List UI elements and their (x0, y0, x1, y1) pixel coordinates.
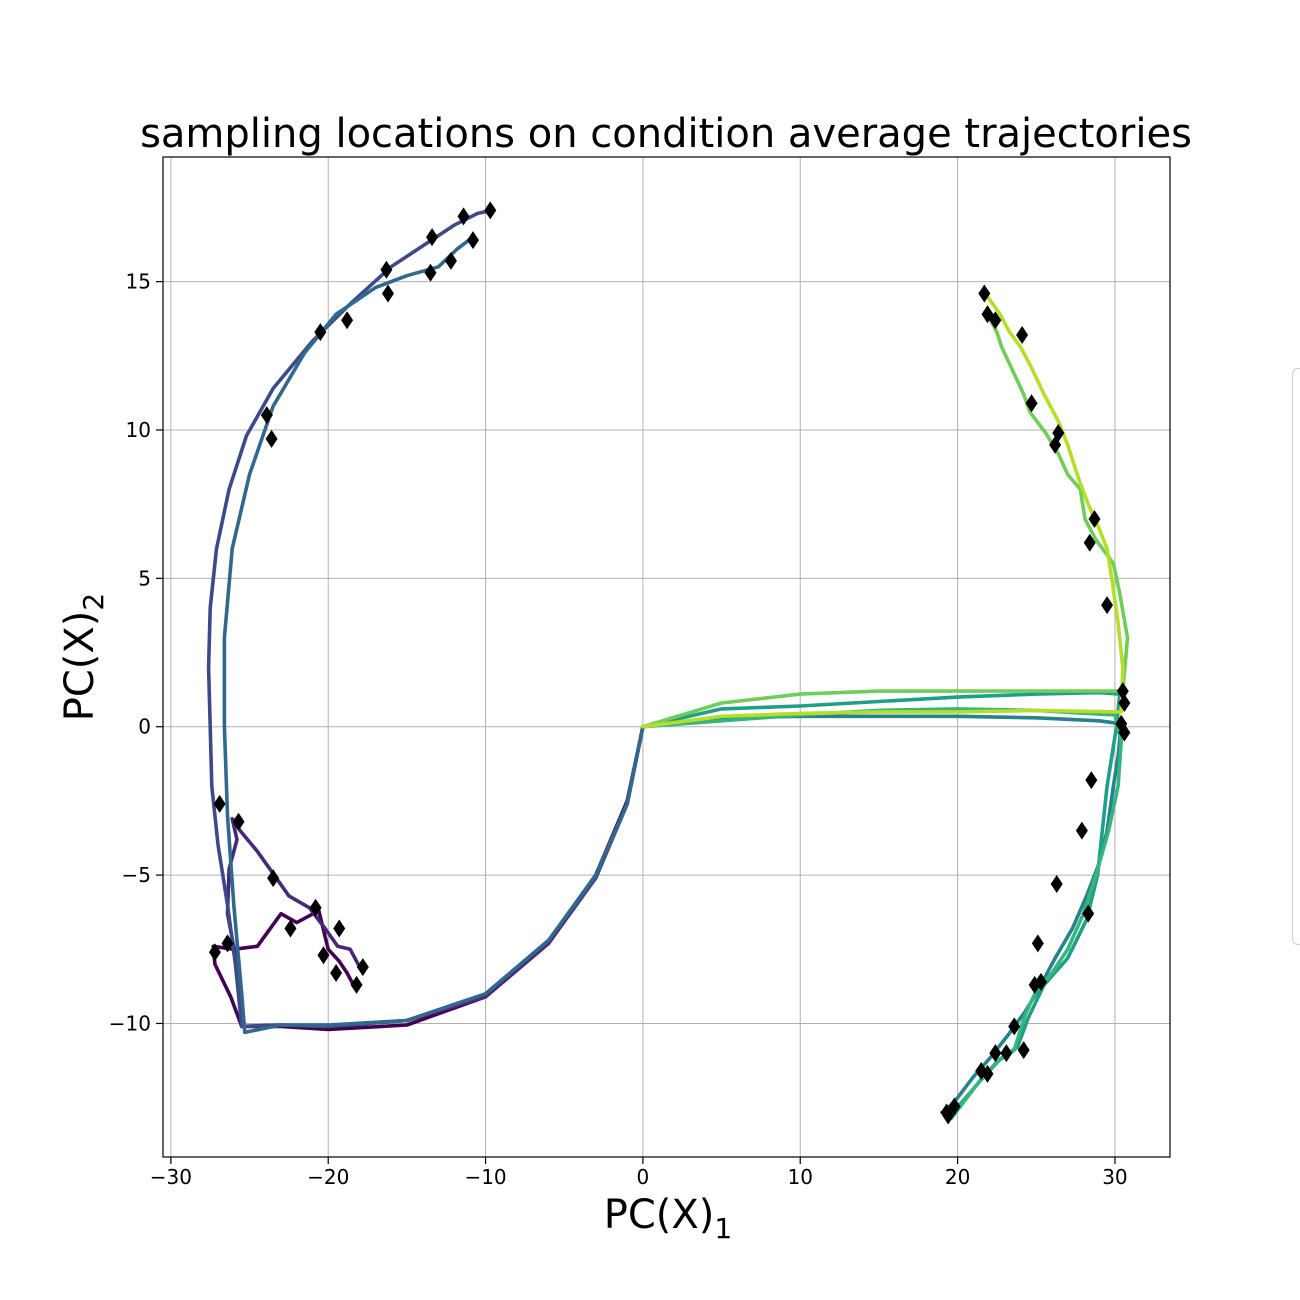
sample-marker-1-4 (317, 946, 330, 965)
sample-marker-7-2 (1082, 904, 1095, 923)
sample-marker-8-5 (1025, 394, 1038, 413)
sample-marker-9-5 (989, 311, 1002, 330)
y-tick-label: 15 (126, 270, 151, 294)
trajectory-line-7 (641, 707, 1123, 1121)
y-axis-label-main: PC(X) (57, 611, 103, 722)
sample-marker-9-2 (1088, 510, 1101, 529)
sample-marker-8-2 (1101, 596, 1114, 615)
sample-marker-1-3 (284, 919, 297, 938)
y-tick-label: −10 (109, 1011, 151, 1035)
sample-marker-4-3 (382, 284, 395, 303)
sample-marker-2-6 (356, 958, 369, 977)
sample-marker-2-5 (333, 919, 346, 938)
x-axis-label-main: PC(X) (604, 1192, 715, 1238)
sample-marker-2-3 (267, 869, 280, 888)
trajectory-line-4 (222, 235, 645, 1035)
x-tick-label: 10 (788, 1165, 813, 1189)
trajectory-line-8 (641, 306, 1130, 729)
x-axis-label: PC(X)1 (604, 1192, 733, 1245)
sampling-markers (208, 201, 1131, 1125)
sample-marker-5-3 (1031, 934, 1044, 953)
sample-marker-4-1 (265, 429, 278, 448)
trajectory-series (206, 208, 1130, 1121)
sample-marker-1-6 (350, 975, 363, 994)
sample-marker-6-1 (1085, 771, 1098, 790)
sample-marker-2-1 (213, 794, 226, 813)
sample-marker-2-4 (309, 898, 322, 917)
sample-marker-4-5 (444, 251, 457, 270)
sample-marker-7-3 (1028, 975, 1041, 994)
sample-marker-9-3 (1052, 423, 1065, 442)
sample-marker-3-4 (426, 228, 439, 247)
sample-marker-4-4 (424, 263, 437, 282)
sample-marker-1-2 (221, 934, 234, 953)
sample-marker-3-3 (380, 260, 393, 279)
sample-marker-3-6 (484, 201, 497, 220)
sample-marker-9-1 (1118, 693, 1131, 712)
sample-marker-7-1 (1118, 723, 1131, 742)
sample-marker-1-1 (208, 943, 221, 962)
y-tick-label: 10 (126, 418, 151, 442)
axis-ticks: −30 −20 −10 0 10 20 30 −10 −5 0 5 10 15 (109, 270, 1128, 1189)
x-axis-label-sub: 1 (714, 1212, 732, 1245)
grid-lines (163, 157, 1170, 1157)
x-tick-label: 30 (1102, 1165, 1127, 1189)
sample-marker-2-2 (232, 812, 245, 831)
sample-marker-5-4 (1008, 1017, 1021, 1036)
chart-title: sampling locations on condition average … (140, 111, 1192, 157)
sample-marker-7-6 (942, 1106, 955, 1125)
sample-marker-3-1 (260, 406, 273, 425)
x-tick-label: 20 (945, 1165, 970, 1189)
sample-marker-1-5 (330, 964, 343, 983)
x-tick-label: 0 (637, 1165, 650, 1189)
y-tick-label: −5 (122, 863, 151, 887)
sample-marker-5-2 (1075, 821, 1088, 840)
y-tick-label: 5 (138, 566, 151, 590)
x-tick-label: −10 (464, 1165, 506, 1189)
sample-marker-4-2 (341, 311, 354, 330)
sample-marker-7-5 (981, 1064, 994, 1083)
sample-marker-4-6 (466, 231, 479, 250)
legend-box (1292, 368, 1300, 945)
sample-marker-6-6 (948, 1097, 961, 1116)
sample-marker-3-2 (314, 323, 327, 342)
sample-marker-6-2 (1050, 875, 1063, 894)
trajectory-line-9 (641, 294, 1125, 729)
sample-marker-8-1 (1116, 682, 1129, 701)
plot-frame (162, 156, 1171, 1158)
sample-marker-9-4 (1016, 326, 1029, 345)
sample-marker-6-5 (989, 1044, 1002, 1063)
y-axis-label-sub: 2 (77, 593, 110, 611)
sample-marker-3-5 (457, 207, 470, 226)
sample-marker-9-6 (978, 284, 991, 303)
x-tick-label: −30 (150, 1165, 192, 1189)
x-tick-label: −20 (307, 1165, 349, 1189)
y-axis-label: PC(X)2 (57, 593, 110, 722)
sample-marker-8-3 (1083, 533, 1096, 552)
sample-marker-7-4 (1000, 1044, 1013, 1063)
y-tick-label: 0 (138, 715, 151, 739)
sample-marker-6-4 (1017, 1041, 1030, 1060)
